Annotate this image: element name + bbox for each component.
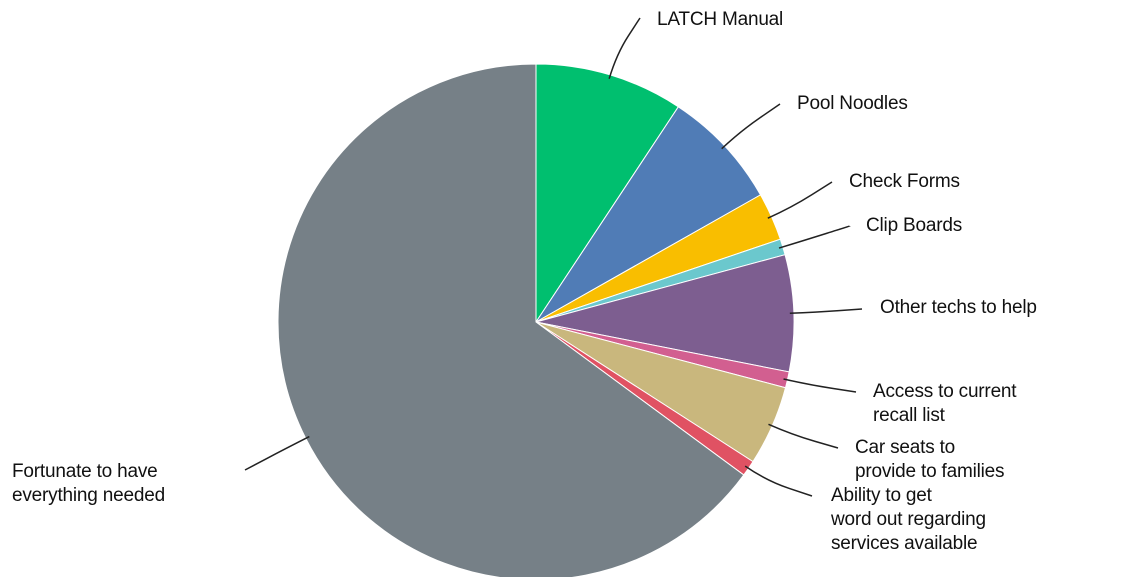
slice-label: Ability to get word out regarding servic… [831,485,986,554]
slice-label: Check Forms [849,171,960,192]
leader-line [244,435,310,471]
slice-label: LATCH Manual [657,9,784,30]
leader-line [768,423,839,449]
leader-line [767,181,833,219]
leader-line [789,308,863,314]
leader-line [721,103,781,150]
leader-line [608,17,641,79]
leader-line [783,378,857,393]
leader-line [744,465,813,497]
slice-label: Access to current recall list [873,381,1017,426]
slice-label: Pool Noodles [797,93,908,114]
slice-label: Other techs to help [880,297,1037,318]
slice-label: Fortunate to have everything needed [12,461,165,506]
slice-label: Car seats to provide to families [855,437,1005,482]
leader-line [778,225,851,249]
slice-label: Clip Boards [866,215,963,236]
